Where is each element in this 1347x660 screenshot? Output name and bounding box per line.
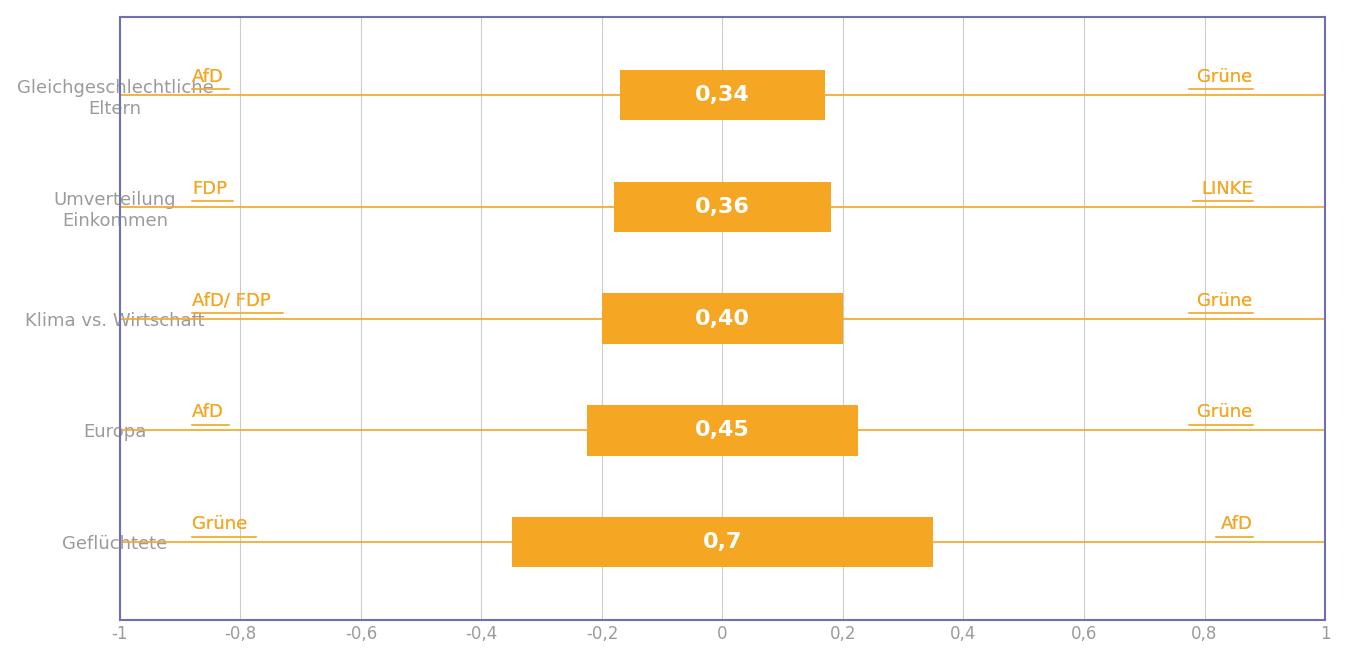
Text: FDP: FDP: [193, 180, 228, 198]
Text: 0,34: 0,34: [695, 85, 750, 105]
Text: 0,36: 0,36: [695, 197, 750, 216]
Text: LINKE: LINKE: [1202, 180, 1253, 198]
Text: AfD: AfD: [193, 68, 224, 86]
Bar: [620, 70, 824, 120]
Text: Grüne: Grüne: [1197, 403, 1253, 422]
Text: Grüne: Grüne: [1197, 68, 1253, 86]
Text: 0,40: 0,40: [695, 309, 750, 329]
Bar: [512, 517, 933, 568]
Bar: [602, 294, 843, 344]
Text: Grüne: Grüne: [193, 515, 248, 533]
Text: Grüne: Grüne: [1197, 292, 1253, 310]
Text: AfD: AfD: [1220, 515, 1253, 533]
Text: AfD: AfD: [193, 68, 224, 86]
Text: FDP: FDP: [193, 180, 228, 198]
Text: AfD/ FDP: AfD/ FDP: [193, 292, 271, 310]
Text: Grüne: Grüne: [1197, 403, 1253, 422]
Text: 0,45: 0,45: [695, 420, 750, 440]
Text: 0,7: 0,7: [703, 532, 742, 552]
Text: Grüne: Grüne: [193, 515, 248, 533]
Text: Grüne: Grüne: [1197, 292, 1253, 310]
Text: Grüne: Grüne: [1197, 68, 1253, 86]
Bar: [614, 182, 831, 232]
Bar: [587, 405, 858, 455]
Text: AfD: AfD: [193, 403, 224, 422]
Text: LINKE: LINKE: [1202, 180, 1253, 198]
Text: AfD: AfD: [1220, 515, 1253, 533]
Text: AfD: AfD: [193, 403, 224, 422]
Text: AfD/ FDP: AfD/ FDP: [193, 292, 271, 310]
